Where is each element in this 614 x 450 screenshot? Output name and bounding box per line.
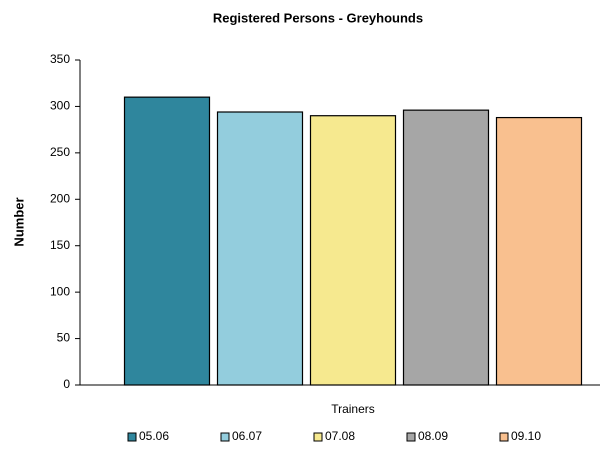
y-axis-label: Number xyxy=(11,197,26,246)
legend-swatch xyxy=(313,432,323,442)
legend-label: 06.07 xyxy=(232,429,262,443)
bar xyxy=(495,116,583,386)
y-tick-label: 350 xyxy=(50,52,70,66)
bar xyxy=(123,96,211,386)
legend-label: 07.08 xyxy=(325,429,355,443)
y-tick-label: 50 xyxy=(57,331,71,345)
legend-swatch xyxy=(220,432,230,442)
bar xyxy=(216,111,304,386)
legend-label: 09.10 xyxy=(511,429,541,443)
legend-label: 05.06 xyxy=(139,429,169,443)
legend-swatch xyxy=(406,432,416,442)
legend-swatch xyxy=(127,432,137,442)
y-tick-label: 0 xyxy=(63,377,70,391)
bar xyxy=(309,115,397,386)
y-tick-label: 200 xyxy=(50,191,70,205)
y-tick-label: 300 xyxy=(50,99,70,113)
legend-label: 08.09 xyxy=(418,429,448,443)
x-tick-label: Trainers xyxy=(331,402,375,416)
bar xyxy=(402,109,490,386)
chart-title: Registered Persons - Greyhounds xyxy=(213,10,423,25)
y-tick-label: 250 xyxy=(50,145,70,159)
y-tick-label: 150 xyxy=(50,238,70,252)
y-tick-label: 100 xyxy=(50,284,70,298)
legend-swatch xyxy=(499,432,509,442)
